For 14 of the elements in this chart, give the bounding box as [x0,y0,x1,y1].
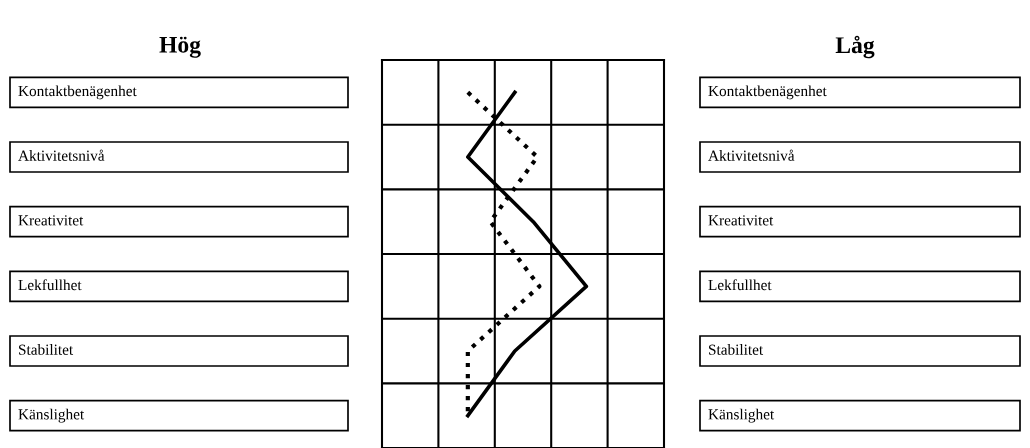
category-label: Känslighet [708,408,775,423]
y-tick-label: Kreativitet [18,215,84,226]
category-label: Kontaktbenägenhet [708,85,827,100]
y-tick-label: Kontaktbenägenhet [18,85,137,100]
category-label: Kreativitet [708,215,774,226]
category-label: Stabilitet [709,344,764,355]
category-label: Lekfullhet [708,279,772,291]
y-tick-label: Lekfullhet [18,279,82,291]
category-label: Aktivitetsnivå [708,149,795,161]
y-tick-label: Aktivitetsnivå [18,149,105,161]
text: Låg [835,35,875,59]
y-tick-label: Känslighet [18,408,85,423]
text: Hög [159,36,201,58]
y-tick-label: Stabilitet [19,344,74,355]
